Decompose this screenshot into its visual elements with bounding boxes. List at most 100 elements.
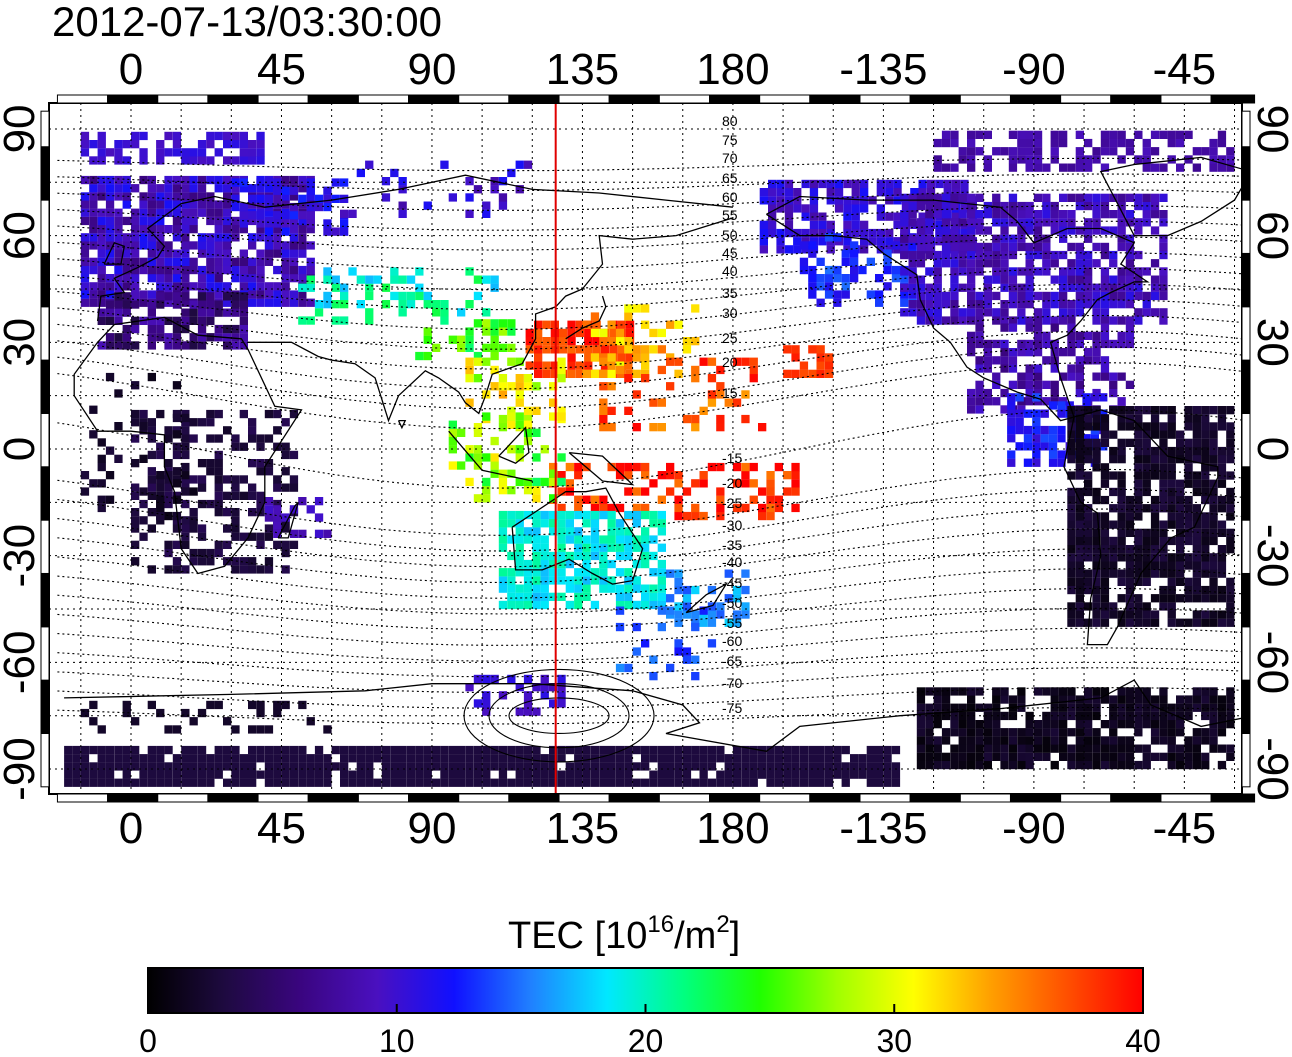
tec-cell: [1059, 291, 1068, 301]
tec-cell: [164, 434, 173, 443]
tec-cell: [1184, 711, 1193, 721]
tec-cell: [1167, 536, 1176, 546]
tec-cell: [523, 414, 533, 424]
tec-cell: [590, 770, 600, 779]
tec-cell: [1033, 728, 1043, 737]
tec-cell: [80, 148, 90, 157]
tec-cell: [950, 275, 959, 284]
tec-cell: [900, 234, 909, 243]
tec-cell: [1109, 259, 1118, 268]
tec-cell: [925, 234, 934, 243]
tec-cell: [172, 479, 182, 488]
tec-cell: [156, 316, 165, 325]
tec-cell: [992, 218, 1001, 227]
tec-cell: [289, 745, 299, 755]
tec-cell: [1117, 130, 1126, 139]
tec-cell: [1100, 267, 1110, 276]
tec-cell: [950, 711, 959, 721]
tec-cell: [1134, 569, 1143, 578]
tec-cell: [507, 519, 516, 528]
tec-cell: [1017, 283, 1026, 292]
tec-cell: [1075, 275, 1084, 284]
tec-cell: [1084, 744, 1093, 753]
tec-cell: [624, 762, 633, 771]
tec-cell: [992, 291, 1001, 301]
tec-cell: [432, 308, 441, 317]
tec-cell: [784, 212, 794, 221]
tec-cell: [908, 201, 917, 211]
tec-cell: [992, 703, 1001, 712]
tec-cell: [1159, 308, 1168, 317]
tec-cell: [1025, 380, 1034, 389]
tec-cell: [1050, 130, 1059, 139]
tec-cell: [766, 503, 775, 513]
tec-cell: [482, 770, 491, 779]
tec-cell: [1075, 610, 1084, 619]
tec-cell: [231, 225, 240, 234]
tec-cell: [1059, 316, 1068, 325]
tec-cell: [1092, 414, 1101, 423]
tec-cell: [850, 754, 859, 763]
tec-cell: [1067, 323, 1076, 332]
tec-cell: [256, 499, 265, 509]
tec-cell: [314, 513, 324, 522]
tec-cell: [223, 341, 232, 350]
tec-cell: [164, 491, 173, 500]
tec-cell: [824, 754, 834, 763]
tec-cell: [373, 778, 382, 787]
tec-cell: [967, 348, 976, 357]
tec-cell: [1048, 450, 1058, 459]
tec-cell: [574, 495, 583, 504]
tec-cell: [1142, 561, 1151, 570]
colorbar-tick-label: 40: [1125, 1023, 1161, 1057]
tec-cell: [156, 274, 165, 283]
tec-cell: [473, 754, 483, 763]
tec-cell: [239, 282, 248, 291]
tec-cell: [607, 462, 616, 472]
tec-cell: [448, 745, 457, 755]
tec-cell: [1109, 380, 1118, 389]
tec-cell: [156, 475, 165, 484]
tec-cell: [1150, 163, 1160, 172]
tec-cell: [876, 237, 885, 246]
tec-cell: [147, 700, 156, 710]
tec-cell: [1159, 130, 1168, 139]
tec-cell: [223, 175, 232, 185]
tec-cell: [1067, 331, 1076, 340]
tec-cell: [256, 219, 265, 228]
tec-cell: [1209, 528, 1218, 537]
tec-cell: [1209, 446, 1218, 456]
tec-cell: [615, 745, 625, 755]
tec-cell: [1025, 218, 1034, 227]
tec-cell: [231, 202, 240, 212]
tec-cell: [1176, 553, 1185, 562]
tec-cell: [515, 398, 524, 407]
tec-cell: [632, 519, 641, 528]
tec-cell: [534, 320, 543, 329]
tec-cell: [967, 695, 976, 704]
tec-cell: [916, 259, 926, 268]
tec-cell: [1059, 752, 1068, 761]
tec-cell: [239, 308, 248, 317]
tec-cell: [1050, 388, 1059, 398]
tec-cell: [624, 337, 633, 346]
tec-cell: [759, 228, 768, 238]
tec-cell: [1017, 687, 1026, 696]
tec-cell: [1176, 594, 1185, 603]
tec-cell: [768, 196, 777, 205]
tec-cell: [523, 600, 533, 610]
tec-cell: [122, 745, 131, 755]
tec-cell: [1125, 323, 1135, 332]
tec-cell: [172, 274, 182, 283]
tec-cell: [941, 138, 951, 148]
coastline: [277, 501, 299, 539]
tec-cell: [1017, 695, 1026, 704]
tec-cell: [666, 762, 675, 771]
tec-cell: [824, 778, 834, 787]
tec-cell: [565, 745, 574, 755]
tec-cell: [1000, 744, 1009, 753]
tec-cell: [749, 745, 758, 755]
tec-cell: [206, 131, 215, 141]
tec-cell: [908, 241, 917, 250]
tec-cell: [1017, 728, 1026, 737]
